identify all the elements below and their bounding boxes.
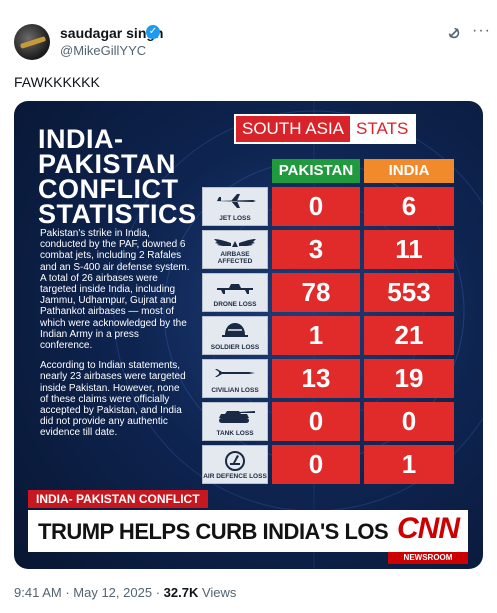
india-value: 553 — [364, 273, 454, 312]
cnn-logo-box: CNN — [388, 510, 468, 552]
india-value: 1 — [364, 445, 454, 484]
cnn-logo: CNN — [397, 512, 460, 545]
row-label: DRONE LOSS — [213, 301, 257, 308]
headline-line: PAKISTAN — [38, 149, 176, 179]
row-label-drone-loss: DRONE LOSS — [202, 273, 268, 312]
row-label-jet-loss: JET LOSS — [202, 187, 268, 226]
banner-right: STATS — [350, 116, 415, 142]
row-label-soldier-loss: SOLDIER LOSS — [202, 316, 268, 355]
row-label-civilian-loss: CIVILIAN LOSS — [202, 359, 268, 398]
row-label: AIRBASE AFFECTED — [217, 251, 253, 265]
row-label: AIR DEFENCE LOSS — [203, 473, 267, 480]
ticker-headline-box: TRUMP HELPS CURB INDIA'S LOSSES — [28, 510, 431, 552]
more-options-icon[interactable]: ··· — [472, 22, 491, 39]
south-asia-stats-banner: SOUTH ASIA STATS — [234, 114, 417, 144]
row-label: JET LOSS — [219, 215, 251, 222]
cnn-newsroom-label: NEWSROOM — [388, 552, 468, 564]
tank-icon — [219, 411, 255, 423]
grok-icon[interactable] — [447, 26, 461, 40]
pakistan-value: 0 — [272, 187, 360, 226]
meta-separator: · — [155, 585, 164, 600]
pakistan-value: 13 — [272, 359, 360, 398]
author-handle[interactable]: @MikeGillYYC — [60, 43, 147, 58]
headline-line: STATISTICS — [38, 199, 197, 229]
column-header-india: INDIA — [364, 159, 454, 183]
india-value: 0 — [364, 402, 454, 441]
row-label-air-defence-loss: AIR DEFENCE LOSS — [202, 445, 268, 484]
tweet-meta: 9:41 AM · May 12, 2025 · 32.7K Views — [14, 585, 236, 600]
description-paragraph: Pakistan's strike in India, conducted by… — [40, 228, 190, 352]
air-defence-icon — [225, 451, 245, 471]
tweet-time[interactable]: 9:41 AM — [14, 585, 62, 600]
row-label-tank-loss: TANK LOSS — [202, 402, 268, 441]
verified-badge-icon: ✓ — [146, 25, 160, 39]
drone-icon — [217, 284, 253, 294]
pakistan-value: 3 — [272, 230, 360, 269]
row-label-airbase-affected: AIRBASE AFFECTED — [202, 230, 268, 269]
india-value: 11 — [364, 230, 454, 269]
pakistan-value: 78 — [272, 273, 360, 312]
column-header-pakistan: PAKISTAN — [272, 159, 360, 183]
tweet-image[interactable]: SOUTH ASIA STATS INDIA- PAKISTAN CONFLIC… — [14, 101, 483, 569]
india-value: 19 — [364, 359, 454, 398]
wings-icon — [214, 239, 256, 247]
ticker-label: INDIA- PAKISTAN CONFLICT — [28, 490, 208, 508]
views-count[interactable]: 32.7K — [163, 585, 199, 600]
meta-separator: · — [65, 585, 74, 600]
missile-icon — [215, 369, 255, 377]
soldier-icon — [222, 323, 248, 337]
row-label: TANK LOSS — [216, 430, 254, 437]
avatar[interactable] — [14, 24, 50, 60]
row-label: CIVILIAN LOSS — [211, 387, 259, 394]
pakistan-value: 0 — [272, 445, 360, 484]
row-label: SOLDIER LOSS — [210, 344, 260, 351]
tweet-text: FAWKKKKKK — [14, 74, 100, 90]
ticker-headline: TRUMP HELPS CURB INDIA'S LOSSES — [38, 519, 431, 544]
jet-icon — [215, 194, 256, 208]
views-label: Views — [201, 585, 237, 600]
headline: INDIA- PAKISTAN CONFLICT STATISTICS — [38, 124, 197, 229]
description-paragraph: According to Indian statements, nearly 2… — [40, 360, 186, 439]
banner-left: SOUTH ASIA — [236, 116, 351, 142]
pakistan-value: 0 — [272, 402, 360, 441]
author-name[interactable]: saudagar singh — [60, 25, 164, 41]
india-value: 6 — [364, 187, 454, 226]
headline-line: CONFLICT — [38, 174, 179, 204]
pakistan-value: 1 — [272, 316, 360, 355]
headline-line: INDIA- — [38, 124, 124, 154]
tweet-date[interactable]: May 12, 2025 — [73, 585, 153, 600]
india-value: 21 — [364, 316, 454, 355]
description: Pakistan's strike in India, conducted by… — [40, 228, 190, 448]
